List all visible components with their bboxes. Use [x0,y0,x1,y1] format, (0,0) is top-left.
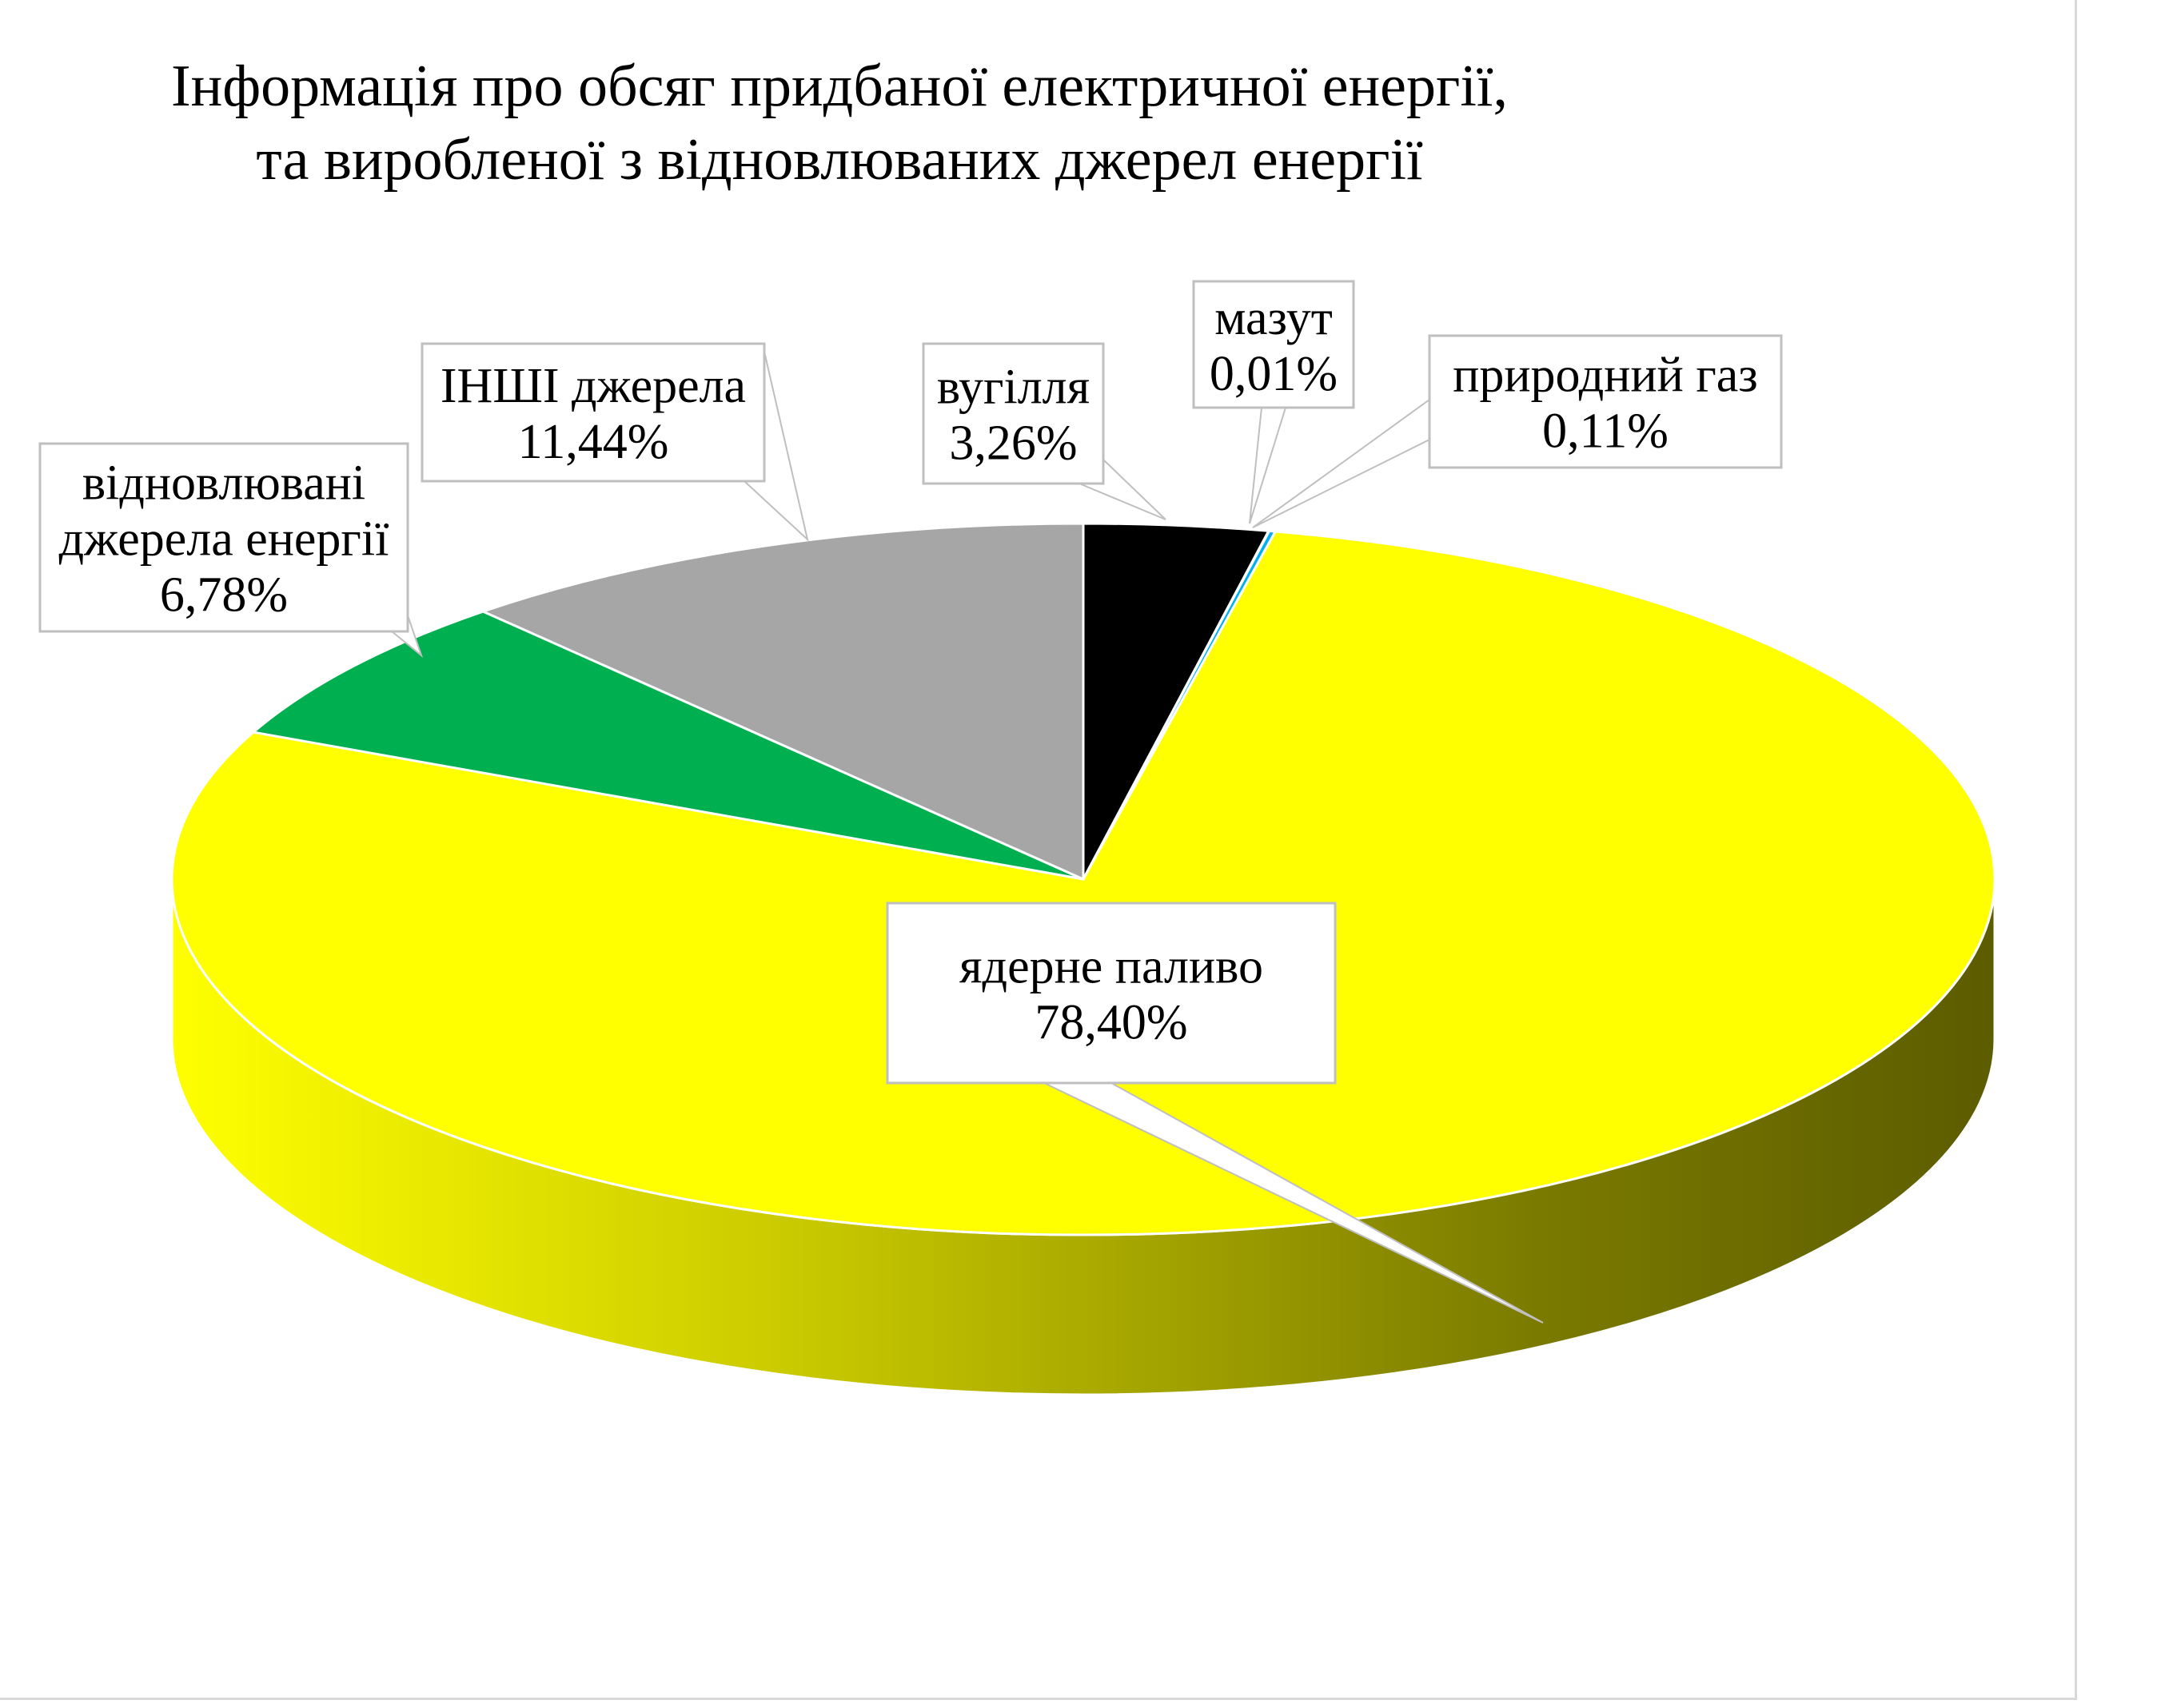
data-label-value: 11,44% [518,415,669,469]
chart-title: Інформація про обсяг придбаної електричн… [170,54,1508,193]
data-label-name: вугілля [937,360,1090,415]
data-label-box [38,442,409,633]
data-label-name: природний газ [1453,348,1758,403]
data-label-box [1192,280,1355,409]
data-label-value: 6,78% [160,568,288,623]
data-label-box [922,342,1105,485]
pie-slice [250,610,1084,881]
leader-line [1249,407,1287,524]
data-label-value: 0,11% [1542,404,1669,459]
data-label-name: ІНШІ джерела [441,359,746,413]
data-label-name: відновлювані [82,456,365,511]
data-label-name: мазут [1214,291,1333,345]
data-label-box [1428,334,1783,469]
pie-slice [170,530,1996,1236]
data-label-box [886,902,1337,1085]
data-label-value: 3,26% [949,416,1077,471]
data-label-name: ядерне паливо [959,940,1263,994]
data-label-box [421,342,766,483]
data-label-value: 78,40% [1035,996,1187,1050]
pie-slices [170,522,1996,1236]
chart-frame [0,0,2077,1700]
data-label-name: джерела енергії [59,512,389,567]
data-label-value: 0,01% [1210,347,1338,401]
pie-slice [480,522,1085,882]
